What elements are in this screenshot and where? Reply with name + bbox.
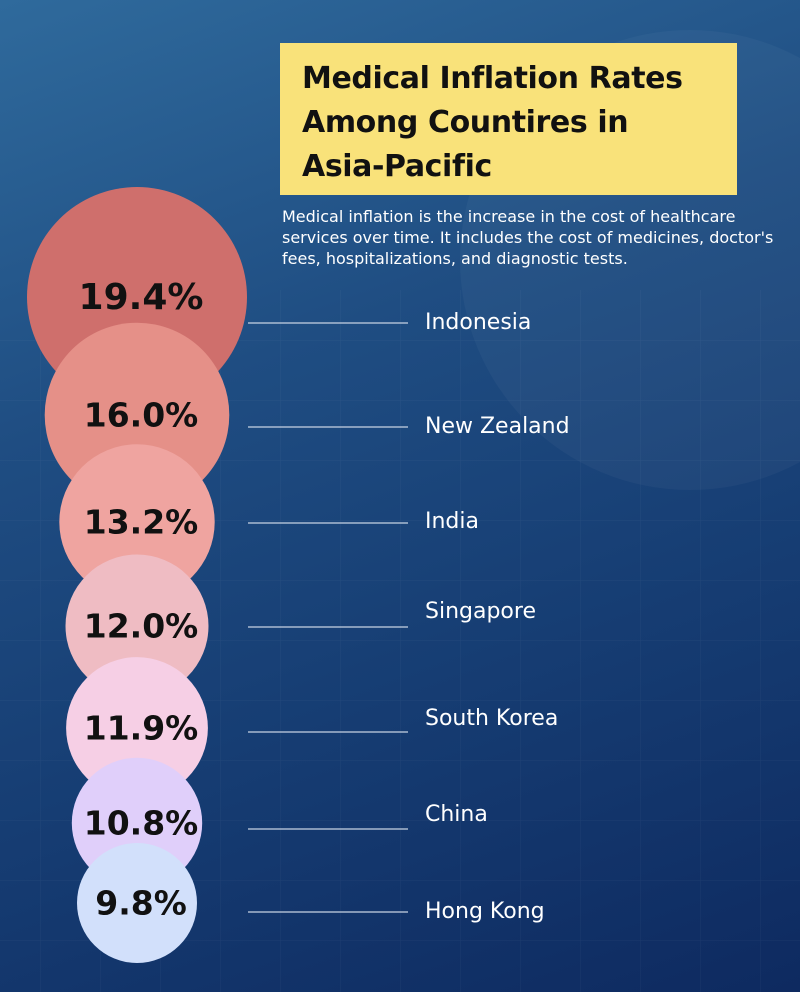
country-label-south-korea: South Korea xyxy=(425,706,558,731)
bubble-south-korea xyxy=(66,657,208,799)
country-label-china: China xyxy=(425,802,488,827)
bubble-singapore xyxy=(65,554,209,698)
country-label-singapore: Singapore xyxy=(425,599,536,624)
chart-subtitle: Medical inflation is the increase in the… xyxy=(282,207,774,268)
country-label-india: India xyxy=(425,509,479,534)
value-label: 13.2% xyxy=(84,503,199,542)
country-label-indonesia: Indonesia xyxy=(425,310,531,335)
title-box: Medical Inflation Rates Among Countires … xyxy=(280,43,737,195)
bubble-hong-kong xyxy=(77,843,197,963)
value-label: 10.8% xyxy=(84,804,199,843)
value-label: 11.9% xyxy=(84,709,199,748)
value-label: 9.8% xyxy=(95,884,187,923)
bubble-india xyxy=(59,444,215,600)
value-label: 19.4% xyxy=(79,277,204,318)
country-label-hong-kong: Hong Kong xyxy=(425,899,545,924)
chart-title: Medical Inflation Rates Among Countires … xyxy=(302,61,683,184)
value-label: 12.0% xyxy=(84,607,199,646)
value-label: 16.0% xyxy=(84,396,199,435)
country-label-new-zealand: New Zealand xyxy=(425,414,570,439)
